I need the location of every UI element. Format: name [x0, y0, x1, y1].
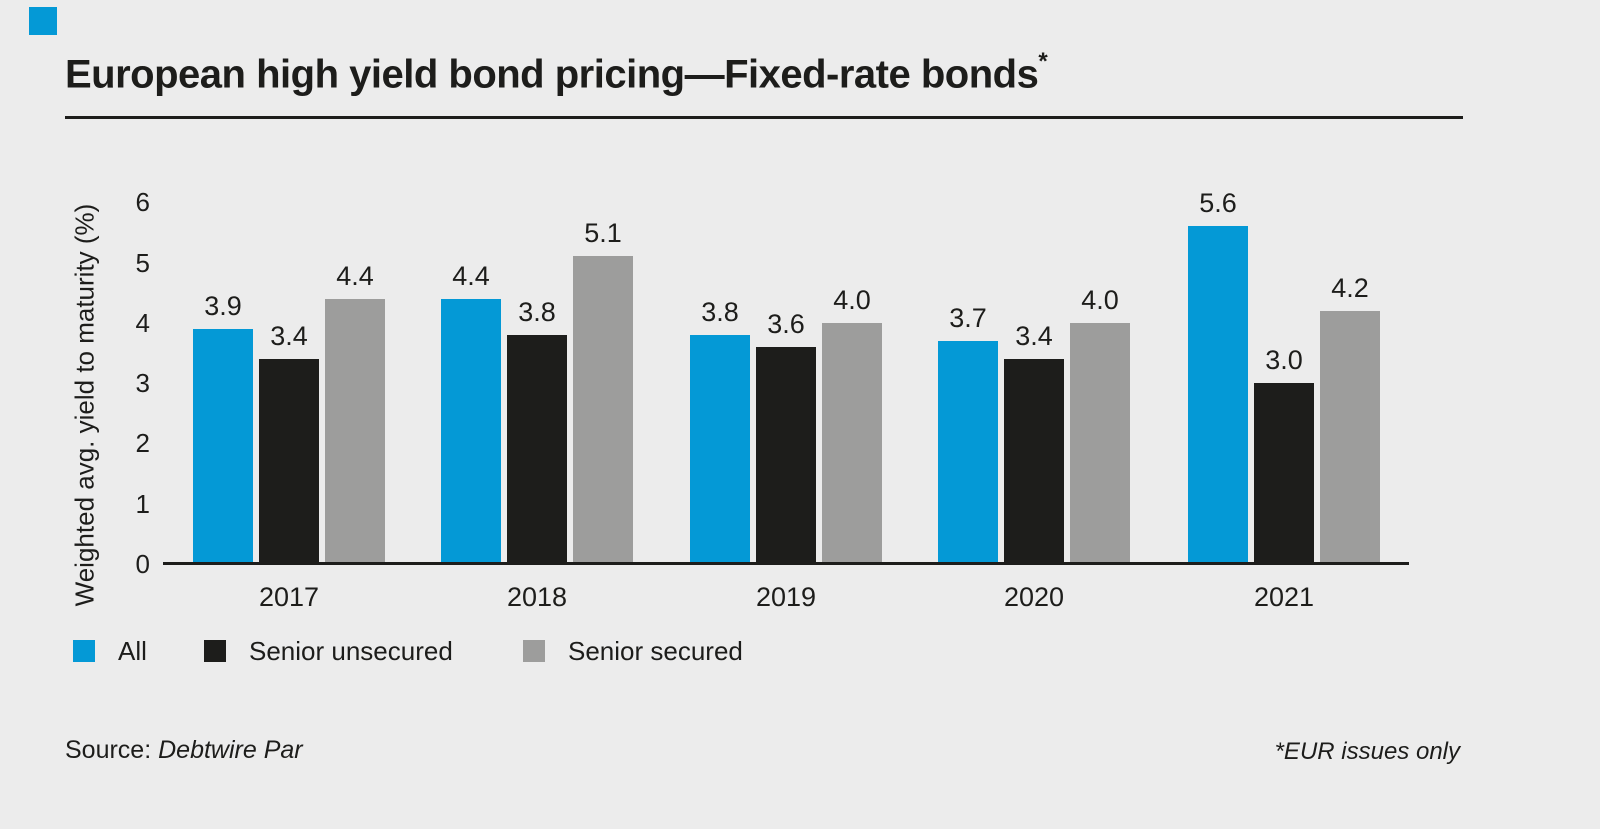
bar-senior-unsecured-2021 — [1254, 383, 1314, 564]
bar-senior-secured-2021 — [1320, 310, 1380, 564]
bar-senior-secured-2018 — [573, 256, 633, 564]
bar-senior-secured-2017 — [325, 298, 385, 564]
bar-senior-unsecured-2018 — [507, 334, 567, 564]
legend-item-senior-unsecured: Senior unsecured — [204, 636, 453, 666]
source-value: Debtwire Par — [158, 736, 303, 764]
bar-senior-secured-2020 — [1070, 322, 1130, 564]
legend-label-senior-unsecured: Senior unsecured — [249, 635, 453, 666]
chart-title-text: European high yield bond pricing—Fixed-r… — [65, 52, 1039, 97]
source-note: Source: Debtwire Par — [65, 736, 303, 765]
source-label: Source: — [65, 736, 152, 764]
legend-swatch-all — [73, 640, 95, 662]
value-label-senior-unsecured-2018: 3.8 — [518, 296, 556, 327]
value-label-senior-secured-2020: 4.0 — [1081, 284, 1119, 315]
bar-senior-unsecured-2017 — [259, 358, 319, 564]
y-tick-label-5: 5 — [135, 247, 150, 278]
bar-all-2019 — [690, 334, 750, 564]
value-label-senior-unsecured-2019: 3.6 — [767, 308, 805, 339]
x-axis-label-2019: 2019 — [755, 582, 817, 612]
chart-title: European high yield bond pricing—Fixed-r… — [65, 48, 1465, 97]
value-label-senior-secured-2019: 4.0 — [833, 284, 871, 315]
x-axis-label-2021: 2021 — [1253, 582, 1315, 612]
value-label-senior-secured-2017: 4.4 — [336, 260, 374, 291]
legend-item-senior-secured: Senior secured — [523, 636, 743, 666]
value-label-senior-secured-2021: 4.2 — [1331, 272, 1369, 303]
bar-all-2017 — [193, 328, 253, 564]
brand-mark-square — [29, 7, 57, 35]
legend-label-senior-secured: Senior secured — [568, 635, 743, 666]
y-tick-label-1: 1 — [135, 488, 150, 519]
value-label-senior-unsecured-2021: 3.0 — [1265, 345, 1303, 376]
legend-swatch-senior-secured — [523, 640, 545, 662]
value-label-all-2017: 3.9 — [204, 290, 242, 321]
legend-swatch-senior-unsecured — [204, 640, 226, 662]
value-label-all-2020: 3.7 — [949, 302, 987, 333]
x-axis-label-2018: 2018 — [506, 582, 568, 612]
title-rule — [65, 116, 1463, 119]
y-tick-label-3: 3 — [135, 368, 150, 399]
x-axis-line — [163, 562, 1409, 565]
bar-all-2018 — [441, 298, 501, 564]
footnote: *EUR issues only — [1274, 738, 1460, 765]
y-tick-label-4: 4 — [135, 307, 150, 338]
legend-item-all: All — [73, 636, 147, 666]
value-label-senior-unsecured-2017: 3.4 — [270, 320, 308, 351]
bar-all-2020 — [938, 340, 998, 564]
chart-title-asterisk: * — [1038, 48, 1048, 75]
value-label-senior-secured-2018: 5.1 — [584, 218, 622, 249]
legend-label-all: All — [118, 635, 147, 666]
bar-senior-unsecured-2020 — [1004, 358, 1064, 564]
x-axis-label-2017: 2017 — [258, 582, 320, 612]
value-label-all-2019: 3.8 — [701, 296, 739, 327]
y-tick-label-2: 2 — [135, 428, 150, 459]
y-tick-label-6: 6 — [135, 187, 150, 218]
y-tick-label-0: 0 — [135, 549, 150, 579]
bar-all-2021 — [1188, 226, 1248, 564]
x-axis-label-2020: 2020 — [1003, 582, 1065, 612]
bar-senior-secured-2019 — [822, 322, 882, 564]
value-label-all-2018: 4.4 — [452, 260, 490, 291]
value-label-all-2021: 5.6 — [1199, 188, 1237, 219]
bar-senior-unsecured-2019 — [756, 346, 816, 564]
value-label-senior-unsecured-2020: 3.4 — [1015, 320, 1053, 351]
